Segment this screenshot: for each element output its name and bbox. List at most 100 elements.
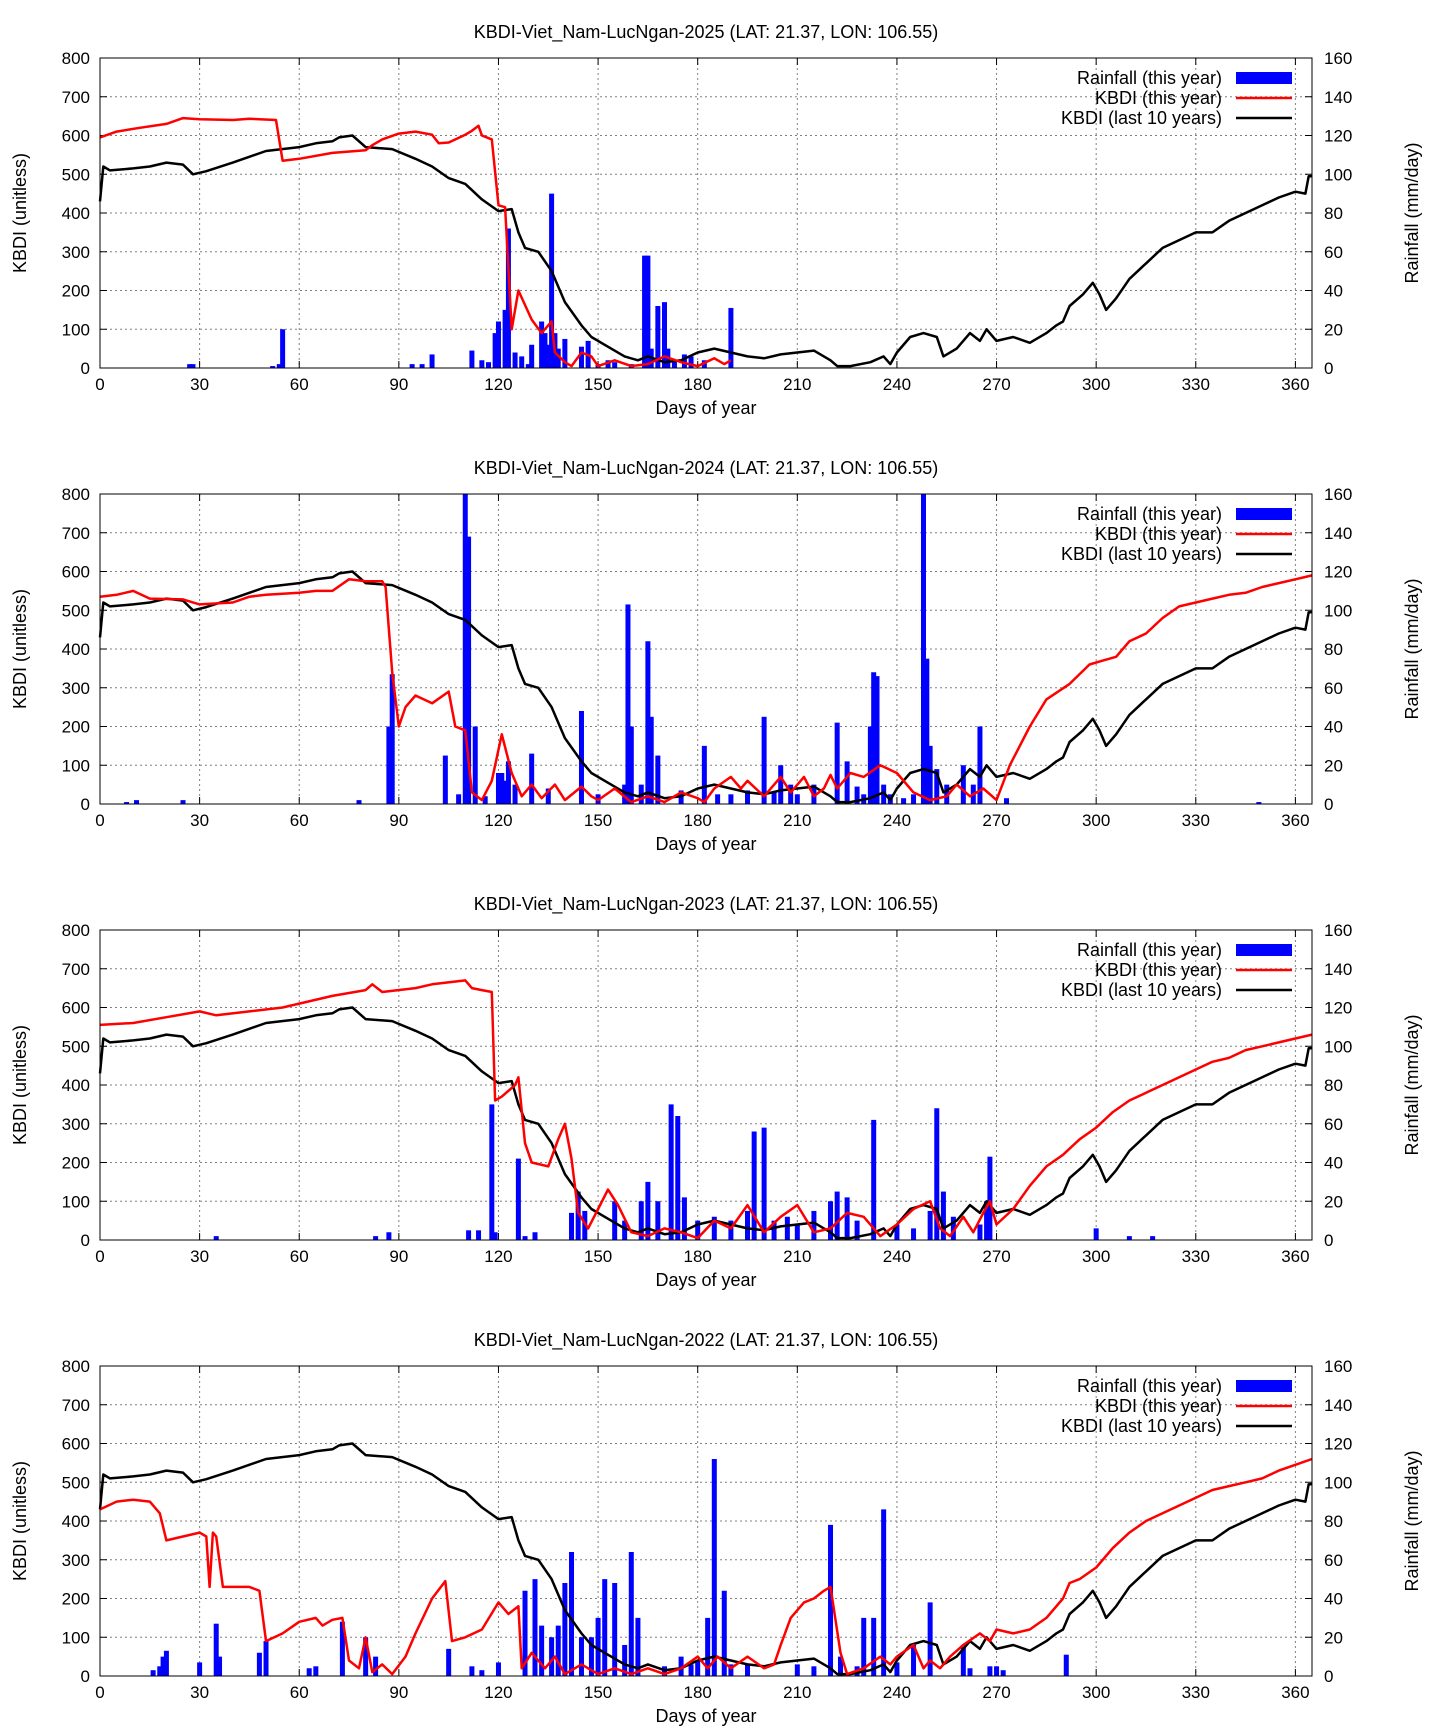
- rainfall-bar: [280, 329, 286, 368]
- plot-frame: [99, 929, 1313, 1241]
- rainfall-bar: [828, 1524, 834, 1676]
- rainfall-bar: [476, 1230, 482, 1240]
- x-tick-label: 330: [1182, 375, 1210, 394]
- rainfall-bar: [456, 794, 462, 804]
- rainfall-bar: [867, 726, 873, 804]
- rainfall-bar: [180, 800, 186, 804]
- y-axis-label: KBDI (unitless): [10, 1461, 30, 1581]
- chart-title: KBDI-Viet_Nam-LucNgan-2024 (LAT: 21.37, …: [474, 458, 939, 479]
- rainfall-bar: [844, 1197, 850, 1240]
- rainfall-bar: [715, 794, 721, 804]
- x-tick-label: 60: [290, 1247, 309, 1266]
- y2-tick-label: 80: [1324, 204, 1343, 223]
- y-tick-label: 800: [62, 485, 90, 504]
- y-tick-label: 800: [62, 49, 90, 68]
- rainfall-bar: [934, 769, 940, 804]
- rainfall-bar: [313, 1666, 319, 1676]
- x-tick-label: 360: [1281, 375, 1309, 394]
- y2-tick-label: 60: [1324, 679, 1343, 698]
- rainfall-bar: [545, 788, 551, 804]
- rainfall-bar: [492, 1232, 498, 1240]
- y-tick-label: 400: [62, 640, 90, 659]
- y2-tick-label: 80: [1324, 1512, 1343, 1531]
- rainfall-bar: [721, 1590, 727, 1676]
- rainfall-bar: [532, 1232, 538, 1240]
- rainfall-bar: [539, 1625, 545, 1676]
- y2-tick-label: 60: [1324, 243, 1343, 262]
- legend-kbdi-this-year-label: KBDI (this year): [1095, 88, 1222, 108]
- rainfall-bar: [655, 306, 661, 368]
- x-tick-label: 300: [1082, 1683, 1110, 1702]
- rainfall-bar: [542, 333, 548, 368]
- rainfall-bar: [987, 1156, 993, 1240]
- rainfall-bar: [446, 1648, 452, 1676]
- x-tick-label: 0: [95, 1683, 104, 1702]
- y2-tick-label: 100: [1324, 165, 1352, 184]
- rainfall-bar: [575, 1191, 581, 1240]
- rainfall-bar: [462, 494, 468, 804]
- x-tick-label: 150: [584, 1247, 612, 1266]
- kbdi-last-10-years-line: [98, 1006, 1312, 1240]
- rainfall-bar: [469, 1666, 475, 1676]
- rainfall-bar: [695, 1220, 701, 1240]
- rainfall-bar: [911, 1228, 917, 1240]
- rainfall-bar: [1256, 802, 1262, 804]
- y2-axis-label: Rainfall (mm/day): [1402, 1450, 1422, 1591]
- rainfall-bar: [486, 362, 492, 368]
- rainfall-bar: [197, 1662, 203, 1676]
- rainfall-bar: [788, 784, 794, 804]
- kbdi-this-year-line: [99, 979, 1313, 1240]
- x-tick-label: 270: [982, 1247, 1010, 1266]
- rainfall-bar: [386, 726, 392, 804]
- rainfall-bar: [635, 1617, 641, 1676]
- y-tick-label: 0: [81, 1231, 90, 1250]
- rainfall-bar: [150, 1670, 156, 1676]
- legend-rainfall-key: [1236, 944, 1292, 956]
- rainfall-bar: [881, 1509, 887, 1676]
- rainfall-bar: [502, 780, 508, 804]
- rainfall-bar: [1000, 1670, 1006, 1676]
- rainfall-bar: [871, 1119, 877, 1240]
- y2-axis-label: Rainfall (mm/day): [1402, 1014, 1422, 1155]
- x-tick-label: 120: [484, 1683, 512, 1702]
- rainfall-bar: [675, 1116, 681, 1240]
- legend-rainfall-label: Rainfall (this year): [1077, 1376, 1222, 1396]
- legend-rainfall-label: Rainfall (this year): [1077, 940, 1222, 960]
- x-tick-label: 120: [484, 1247, 512, 1266]
- x-tick-label: 240: [883, 375, 911, 394]
- kbdi-last-10-years-line: [98, 570, 1312, 804]
- rainfall-bar: [784, 1216, 790, 1240]
- chart-panel-1: KBDI-Viet_Nam-LucNgan-2024 (LAT: 21.37, …: [10, 458, 1422, 854]
- rainfall-bar: [217, 1656, 223, 1676]
- rainfall-bar: [794, 1224, 800, 1240]
- y-tick-label: 700: [62, 524, 90, 543]
- rainfall-bar: [213, 1236, 219, 1240]
- rainfall-bar: [645, 1181, 651, 1240]
- y-tick-label: 300: [62, 243, 90, 262]
- x-tick-label: 240: [883, 811, 911, 830]
- rainfall-bar: [562, 338, 568, 368]
- y-tick-label: 600: [62, 999, 90, 1018]
- chart-title: KBDI-Viet_Nam-LucNgan-2022 (LAT: 21.37, …: [474, 1330, 939, 1351]
- legend-rainfall-key: [1236, 72, 1292, 84]
- rainfall-bar: [522, 1236, 528, 1240]
- legend-rainfall-label: Rainfall (this year): [1077, 504, 1222, 524]
- rainfall-bar: [960, 1646, 966, 1676]
- y2-tick-label: 20: [1324, 1192, 1343, 1211]
- rainfall-bar: [163, 1650, 169, 1676]
- rainfall-bar: [1063, 1654, 1069, 1676]
- rainfall-bar: [745, 790, 751, 804]
- rainfall-bar: [681, 354, 687, 368]
- rainfall-bar: [834, 1191, 840, 1240]
- rainfall-bar: [263, 1641, 269, 1676]
- rainfall-bar: [160, 1656, 166, 1676]
- rainfall-bar: [386, 1232, 392, 1240]
- rainfall-bar: [911, 794, 917, 804]
- rainfall-bar: [442, 755, 448, 804]
- rainfall-bar: [622, 784, 628, 804]
- rainfall-bar: [495, 321, 501, 368]
- rainfall-bar: [529, 344, 535, 368]
- y-tick-label: 600: [62, 127, 90, 146]
- rainfall-bar: [187, 364, 193, 368]
- y-tick-label: 300: [62, 1551, 90, 1570]
